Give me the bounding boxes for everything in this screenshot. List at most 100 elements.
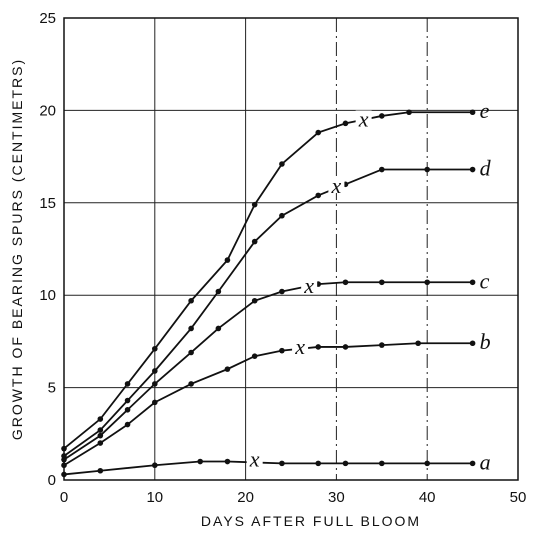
data-point: [188, 297, 194, 304]
data-point: [97, 467, 104, 474]
data-point: [469, 340, 476, 347]
series-x-marker: x: [249, 447, 260, 472]
data-point: [315, 192, 322, 199]
y-tick-label: 20: [39, 102, 56, 119]
x-tick-label: 40: [419, 489, 436, 506]
data-point: [197, 458, 203, 465]
data-point: [279, 212, 285, 219]
data-point: [152, 399, 158, 406]
data-point: [61, 462, 67, 469]
tick-labels: 0 10 20 30 40 50 0 5 10 15 20 25: [39, 10, 526, 506]
data-point: [124, 381, 131, 387]
data-point: [279, 460, 285, 467]
x-tick-label: 10: [146, 489, 163, 506]
data-point: [342, 279, 349, 286]
series-x-marker: x: [331, 173, 342, 198]
series-x-marker: x: [358, 106, 369, 131]
x-tick-label: 0: [60, 489, 68, 506]
data-point: [97, 432, 104, 439]
x-tick-label: 20: [237, 489, 254, 506]
data-point: [279, 161, 285, 167]
data-point: [251, 201, 258, 208]
data-point: [152, 368, 158, 374]
series-x-marker: x: [303, 273, 314, 298]
series-line-e: [63, 111, 473, 450]
data-point: [224, 257, 231, 263]
data-point: [342, 460, 349, 467]
data-point: [342, 120, 349, 127]
data-point: [152, 462, 158, 469]
data-point: [315, 460, 322, 467]
data-point: [61, 471, 67, 478]
data-point: [315, 344, 322, 350]
marker-bg: [292, 337, 309, 354]
data-point: [215, 325, 222, 332]
data-point: [61, 445, 67, 452]
data-point: [379, 166, 385, 173]
data-point: [251, 297, 258, 304]
x-tick-label: 50: [510, 489, 527, 506]
data-point: [224, 366, 231, 372]
data-point: [469, 460, 476, 467]
y-tick-label: 5: [48, 380, 56, 397]
series-label: d: [480, 156, 492, 181]
data-point: [124, 397, 131, 404]
data-point: [61, 453, 67, 459]
data-point: [415, 340, 421, 347]
y-tick-label: 10: [39, 287, 56, 304]
data-point: [469, 109, 476, 116]
data-point: [224, 458, 231, 465]
data-point: [315, 129, 322, 136]
series-label: e: [480, 98, 490, 123]
data-point: [469, 279, 476, 286]
series-label: a: [480, 449, 491, 474]
marker-bg: [328, 177, 345, 194]
y-tick-label: 0: [48, 472, 56, 489]
data-point: [424, 460, 431, 467]
data-point: [124, 406, 131, 413]
data-point: [188, 325, 194, 332]
marker-bg: [355, 110, 372, 127]
data-point: [251, 238, 258, 245]
series-label: c: [480, 268, 490, 293]
marker-bg: [246, 450, 263, 467]
marker-bg: [301, 276, 318, 293]
grid: [64, 18, 518, 480]
plot-frame: [63, 17, 519, 481]
data-point: [279, 288, 285, 295]
data-point: [188, 381, 194, 387]
x-tick-label: 30: [328, 489, 345, 506]
series-line-a: [63, 460, 473, 476]
y-tick-label: 15: [39, 195, 56, 212]
data-point: [379, 460, 385, 467]
y-tick-label: 25: [39, 10, 56, 27]
data-point: [188, 349, 194, 356]
data-point: [97, 416, 104, 422]
data-point: [97, 440, 104, 446]
x-axis-label: DAYS AFTER FULL BLOOM: [201, 513, 421, 529]
data-point: [251, 353, 258, 359]
data-point: [469, 166, 476, 173]
series-label: b: [480, 329, 491, 354]
series-d: xd: [61, 156, 492, 459]
data-point: [379, 113, 385, 119]
data-point: [424, 166, 431, 173]
series-line-c: [63, 281, 473, 461]
data-point: [152, 381, 158, 387]
data-point: [279, 347, 285, 354]
data-point: [215, 288, 222, 295]
data-point: [124, 421, 131, 428]
y-axis-label: GROWTH OF BEARING SPURS (CENTIMETRS): [9, 58, 25, 440]
data-point: [424, 279, 431, 286]
series-x-marker: x: [294, 334, 305, 359]
data-point: [379, 279, 385, 286]
data-point: [379, 342, 385, 348]
data-point: [152, 345, 158, 352]
data-point: [97, 427, 104, 433]
data-point: [406, 109, 412, 116]
